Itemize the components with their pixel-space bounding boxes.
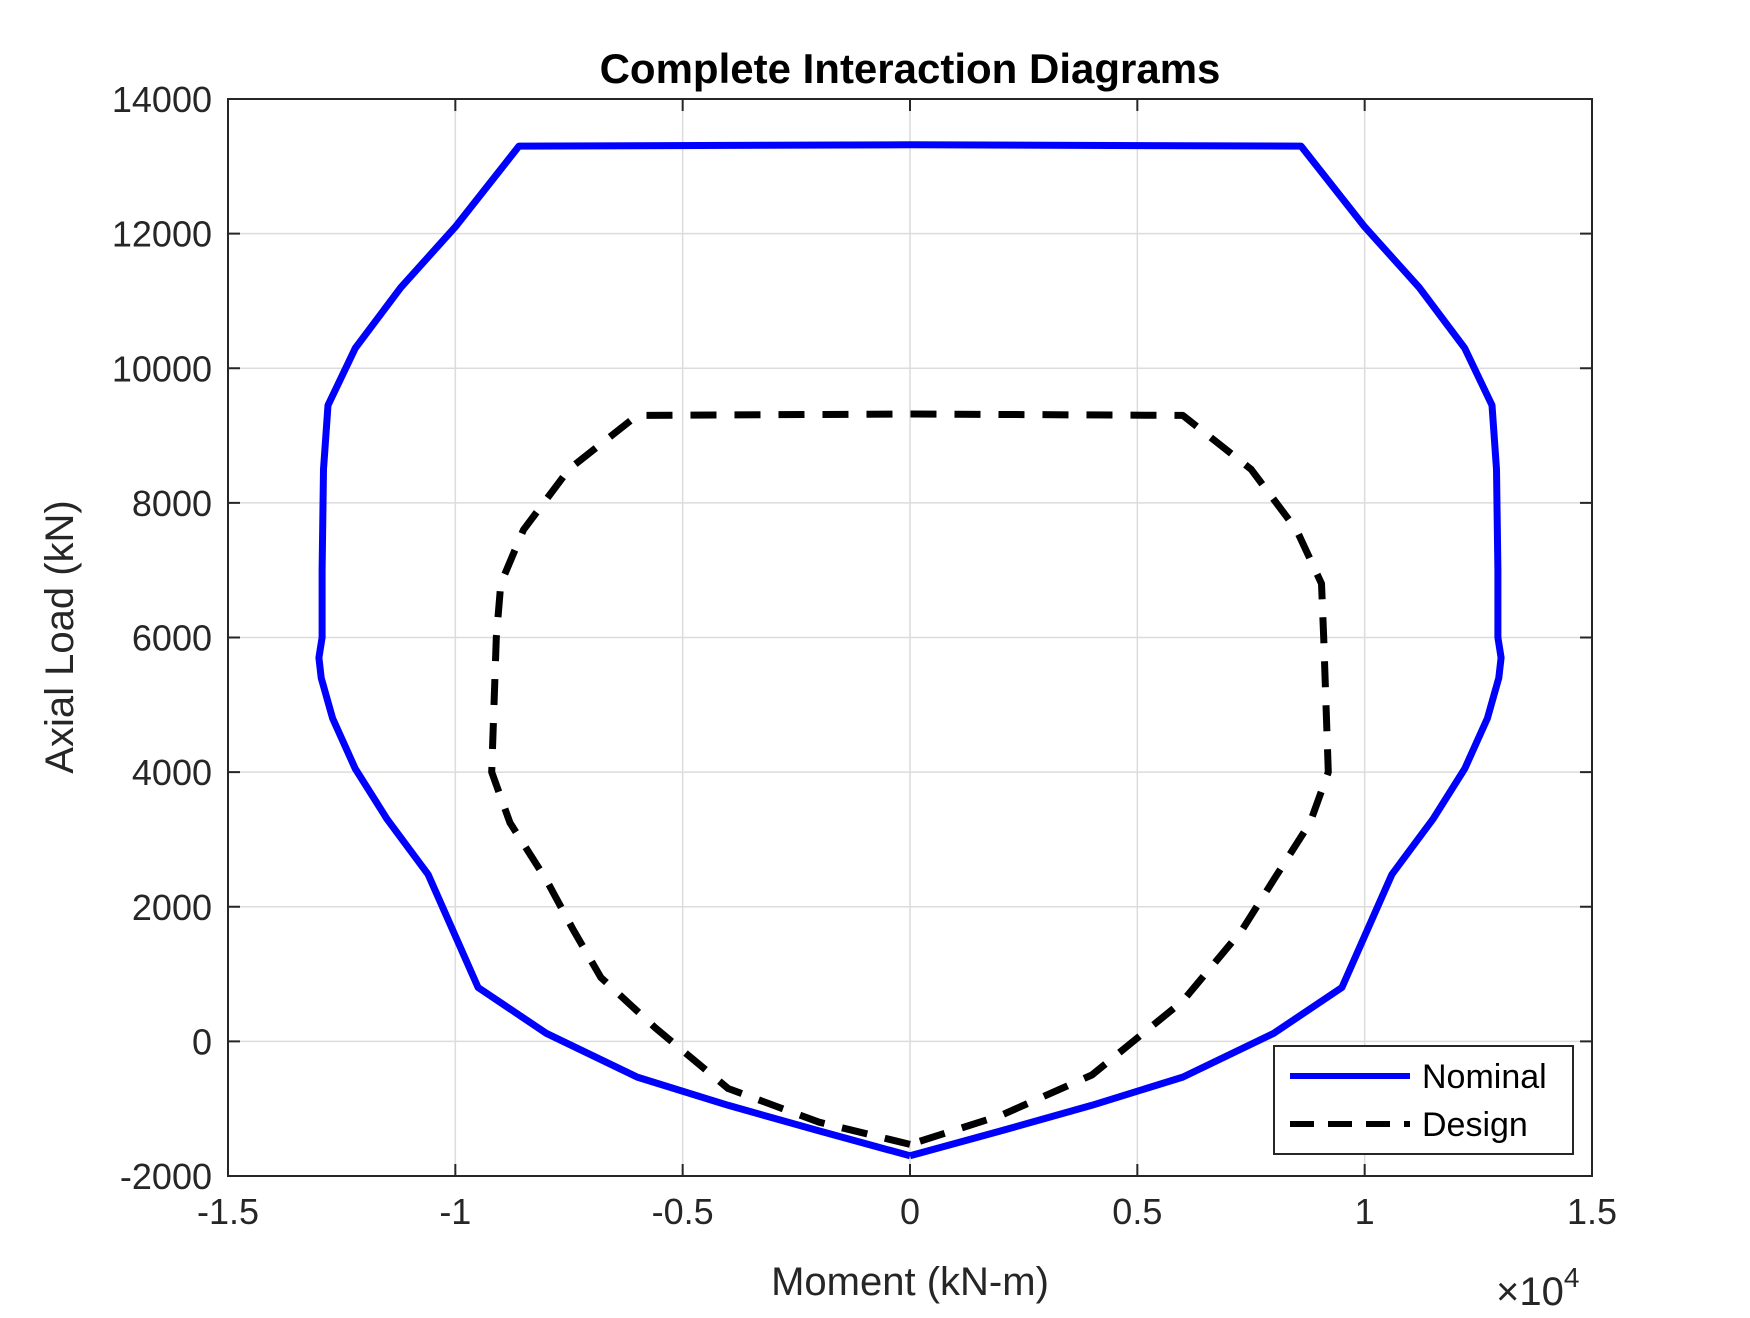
- y-tick-label: -2000: [120, 1156, 212, 1197]
- x-tick-label: -1.5: [197, 1191, 259, 1232]
- x-tick-label: -1: [439, 1191, 471, 1232]
- label-layer: Complete Interaction Diagrams Moment (kN…: [38, 45, 1579, 1314]
- y-tick-label: 12000: [112, 214, 212, 255]
- y-tick-label: 0: [192, 1021, 212, 1062]
- series-line-nominal: [315, 141, 1505, 1160]
- grid-layer: [227, 98, 1593, 1177]
- series-layer: [315, 141, 1505, 1160]
- legend: Nominal Design: [1273, 1045, 1574, 1155]
- legend-box: [1273, 1045, 1574, 1155]
- x-tick-label: 1.5: [1567, 1191, 1617, 1232]
- x-axis-label: Moment (kN-m): [771, 1260, 1049, 1304]
- tick-layer: -1.5 -1 -0.5 0 0.5 1 1.5 -2000 0 2000 4000 6000 8000…: [112, 79, 1617, 1232]
- chart-title: Complete Interaction Diagrams: [600, 45, 1221, 92]
- y-axis-label: Axial Load (kN): [38, 500, 82, 773]
- y-tick-label: 6000: [132, 618, 212, 659]
- y-tick-label: 10000: [112, 348, 212, 389]
- x-tick-label: -0.5: [652, 1191, 714, 1232]
- y-tick-label: 14000: [112, 79, 212, 120]
- y-tick-label: 2000: [132, 887, 212, 928]
- y-tick-label: 8000: [132, 483, 212, 524]
- x-exponent-label: ×104: [1496, 1262, 1579, 1313]
- series-line-design: [488, 410, 1332, 1148]
- y-tick-label: 4000: [132, 752, 212, 793]
- legend-label-nominal: Nominal: [1422, 1058, 1547, 1096]
- legend-label-design: Design: [1422, 1106, 1528, 1144]
- x-exponent-base: ×10: [1496, 1270, 1564, 1313]
- x-tick-label: 0: [900, 1191, 920, 1232]
- x-tick-label: 1: [1355, 1191, 1375, 1232]
- x-exponent-power: 4: [1564, 1262, 1580, 1293]
- x-tick-label: 0.5: [1112, 1191, 1162, 1232]
